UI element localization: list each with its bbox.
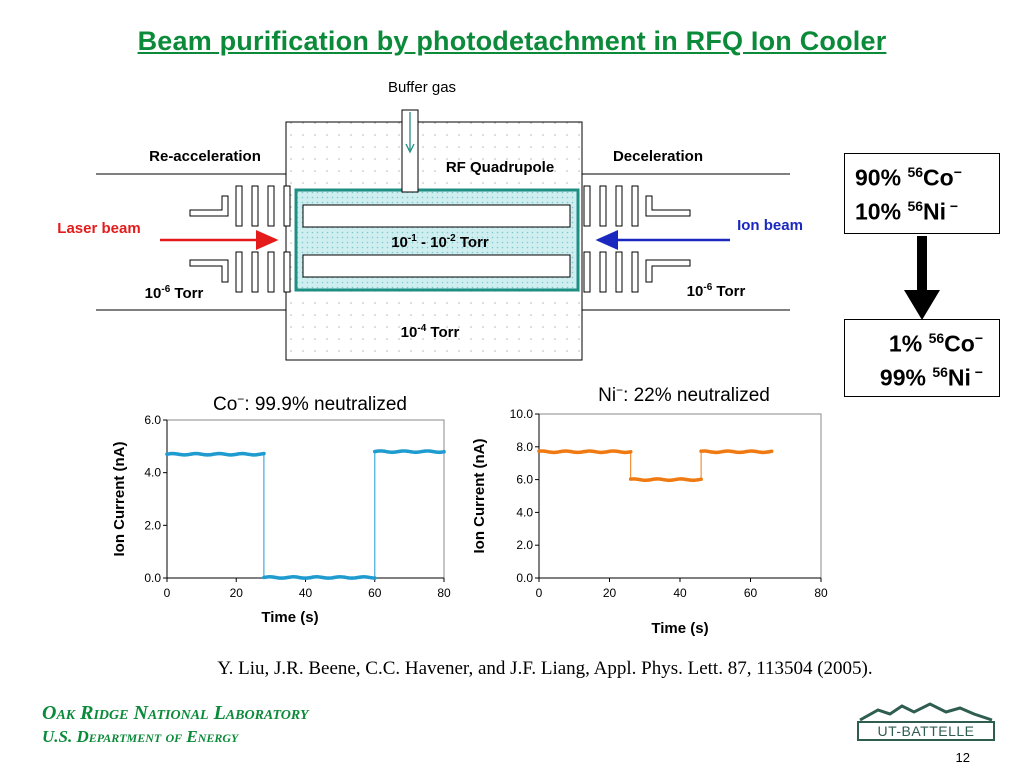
y-axis-label: Ion Current (nA) [471,439,488,554]
plot-frame [166,419,445,579]
composition-before-box: 90% 56Co− 10% 56Ni − [844,153,1000,234]
plot-area: 0.0 2.0 4.0 6.0 0 20 40 60 80 [144,413,451,600]
y-tick-label: 2.0 [144,518,161,532]
quadrupole-rod-lower [302,254,571,278]
x-axis-label: Time (s) [651,620,708,637]
lab-name-line: Oak Ridge National Laboratory [42,702,309,724]
lab-name: Oak Ridge National Laboratory U.S. Depar… [42,702,309,747]
rfq-diagram: Buffer gas Re-acceleration Deceleration … [57,79,803,361]
buffer-gas-label: Buffer gas [388,79,456,96]
composition-before-line-2: 10% 56Ni − [855,197,959,225]
x-tick-label: 40 [299,586,313,600]
composition-after-line-1: 1% 56Co− [888,330,983,357]
y-tick-label: 0.0 [144,571,161,585]
ion-beam-label: Ion beam [737,217,803,234]
data-point [769,449,774,454]
y-tick-label: 0.0 [516,571,533,585]
citation: Y. Liu, J.R. Beene, C.C. Havener, and J.… [217,658,873,679]
rf-quadrupole-label: RF Quadrupole [446,159,554,176]
laser-beam-label: Laser beam [57,220,140,237]
x-tick-label: 20 [230,586,244,600]
x-tick-label: 80 [437,586,451,600]
x-tick-label: 0 [536,586,543,600]
logo-text: UT-BATTELLE [877,723,974,739]
pressure-right-label: 10-6 Torr [687,282,746,300]
re-acceleration-electrodes [189,185,291,293]
x-tick-label: 20 [603,586,617,600]
y-tick-label: 4.0 [144,466,161,480]
y-axis-label: Ion Current (nA) [111,442,128,557]
data-point [699,477,703,481]
pressure-center-label: 10-1 - 10-2 Torr [391,233,489,251]
co-ion-current-chart: Co−: 99.9% neutralized Ion Current (nA) … [111,392,451,626]
composition-after-line-2: 99% 56Ni − [879,363,983,391]
x-tick-label: 80 [814,586,828,600]
chart-title: Co−: 99.9% neutralized [213,392,407,415]
data-point [442,449,446,454]
composition-before-line-1: 90% 56Co− [855,164,962,191]
x-tick-label: 40 [673,586,687,600]
data-point [373,576,377,580]
y-tick-label: 8.0 [516,440,533,454]
y-tick-label: 2.0 [516,538,533,552]
deceleration-label: Deceleration [613,148,703,165]
ni-ion-current-chart: Ni−: 22% neutralized Time (s) 0.0 2.0 4.0 6… [471,383,828,637]
re-acceleration-label: Re-acceleration [149,148,261,165]
down-arrow-icon [904,236,940,320]
page-number: 12 [955,750,970,765]
slide-title: Beam purification by photodetachment in … [137,26,887,56]
quadrupole-rod-upper [302,204,571,228]
y-tick-label: 4.0 [516,505,533,519]
y-tick-label: 6.0 [516,473,533,487]
chart-title: Ni−: 22% neutralized [598,383,770,406]
x-axis-label: Time (s) [261,609,318,626]
data-point [628,450,633,454]
data-point [262,451,266,456]
x-tick-label: 0 [164,586,171,600]
y-tick-label: 6.0 [144,413,161,427]
composition-after-box: 1% 56Co− 99% 56Ni − [844,319,1000,397]
pressure-bottom-label: 10-4 Torr [401,323,460,341]
x-tick-label: 60 [744,586,758,600]
department-line: U.S. Department of Energy [42,727,239,746]
deceleration-electrodes [583,185,691,293]
plot-area: 0.0 2.0 4.0 6.0 8.0 10.0 0 20 40 60 80 [510,407,828,600]
ut-battelle-logo: UT-BATTELLE [857,702,995,741]
plot-frame [538,413,822,579]
pressure-left-label: 10-6 Torr [145,284,204,302]
y-tick-label: 10.0 [510,407,534,421]
x-tick-label: 60 [368,586,382,600]
